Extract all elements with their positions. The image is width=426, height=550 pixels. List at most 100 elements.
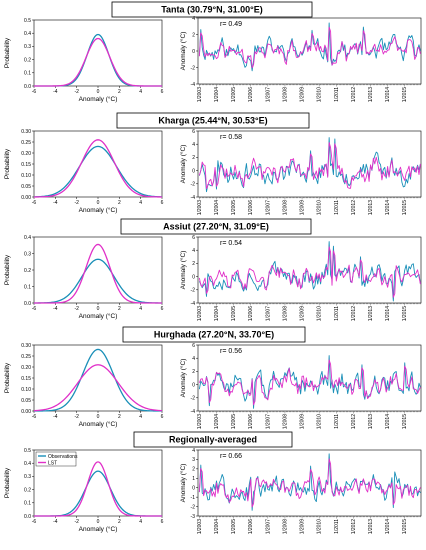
y-tick-label: 0.15 [21,162,31,168]
date-tick-label: 1/2005 [231,519,237,535]
x-tick-label: 6 [161,519,164,525]
date-tick-label: 1/2015 [402,519,408,535]
y-axis-label: Probability [4,37,11,68]
date-tick-label: 1/2010 [317,306,323,322]
x-tick-label: 0 [97,519,100,525]
y-tick-label: 0.1 [24,71,31,77]
y-tick-label: 0.2 [24,57,31,63]
pdf-curve-observations [34,470,162,517]
x-tick-label: 4 [139,414,142,420]
y-tick-label: 6 [192,343,195,349]
y-tick-label: -4 [191,195,196,201]
y-tick-label: 4 [192,142,195,148]
plot-frame [33,130,163,198]
x-tick-label: 4 [139,519,142,525]
date-tick-label: 1/2010 [317,200,323,216]
y-tick-label: 0.10 [21,387,31,393]
x-tick-label: -4 [53,200,58,206]
x-tick-label: -2 [74,306,79,312]
y-tick-label: 0.15 [21,376,31,382]
timeseries-panel-0: -4 -2 0 2 4 1/2003 1/2004 1/2005 1/2006 1/2007 1/2… [179,16,422,103]
y-tick-label: 0.3 [24,44,31,50]
x-axis-label: Anomaly (°C) [79,420,118,428]
pdf-curve-observations [34,348,162,412]
date-tick-label: 1/2007 [265,87,271,103]
y-tick-label: 0.3 [24,251,31,257]
timeseries-panel-4: -3 -2 -1 0 1 2 3 4 1/2003 1/2004 1/2005 1/2006 1/200… [179,448,422,535]
date-tick-label: 1/2012 [351,519,357,535]
date-tick-label: 1/2008 [282,519,288,535]
y-tick-label: 0.25 [21,140,31,146]
date-tick-label: 1/2006 [248,519,254,535]
y-tick-label: 0.2 [24,268,31,274]
date-tick-label: 1/2008 [282,414,288,430]
series-line-lst [198,142,421,189]
x-tick-label: 6 [161,306,164,312]
y-tick-label: 0.5 [24,18,31,24]
y-tick-label: 0 [192,49,195,55]
date-tick-label: 1/2003 [197,519,203,535]
y-tick-label: -4 [191,409,196,415]
panel-title: Hurghada (27.20°N, 33.70°E) [154,330,274,340]
y-tick-label: 0.20 [21,365,31,371]
date-tick-label: 1/2012 [351,200,357,216]
series-line-lst [198,359,421,406]
x-tick-label: -6 [32,519,37,525]
y-tick-label: 0.0 [24,514,31,520]
y-axis-label: Probability [4,362,11,393]
date-tick-label: 1/2005 [231,87,237,103]
y-tick-label: -2 [191,288,196,294]
y-tick-label: 0.30 [21,343,31,349]
y-tick-label: 0.0 [24,84,31,90]
x-tick-label: 0 [97,414,100,420]
date-tick-label: 1/2006 [248,87,254,103]
date-tick-label: 1/2007 [265,519,271,535]
panel-title-box [116,112,310,129]
date-tick-label: 1/2005 [231,414,237,430]
x-tick-label: -4 [53,519,58,525]
x-axis-label: Anomaly (°C) [79,312,118,320]
y-tick-label: 0.0 [24,301,31,307]
y-tick-label: -2 [191,65,196,71]
x-tick-label: -6 [32,306,37,312]
date-tick-label: 1/2006 [248,414,254,430]
x-tick-label: -4 [53,414,58,420]
x-tick-label: -6 [32,414,37,420]
pdf-curve-lst [34,37,162,87]
x-tick-label: 2 [118,200,121,206]
y-tick-label: 0.2 [24,487,31,493]
date-tick-label: 1/2009 [300,519,306,535]
y-tick-label: 0.05 [21,398,31,404]
x-tick-label: -2 [74,519,79,525]
date-tick-label: 1/2012 [351,306,357,322]
y-tick-label: -2 [191,504,196,510]
correlation-label: r= 0.58 [220,134,242,141]
x-tick-label: 2 [118,519,121,525]
y-tick-label: 6 [192,235,195,241]
date-tick-label: 1/2015 [402,87,408,103]
date-tick-label: 1/2004 [214,87,220,103]
date-tick-label: 1/2005 [231,306,237,322]
x-tick-label: -2 [74,200,79,206]
date-tick-label: 1/2014 [385,87,391,103]
x-tick-label: -2 [74,414,79,420]
pdf-panel-0: -6 -4 -2 0 2 4 6 0.0 0.1 0.2 0.3 0.4 0.5 Anomaly (°C)… [4,18,164,103]
x-tick-label: -4 [53,89,58,95]
date-tick-label: 1/2011 [334,519,340,534]
y-tick-label: 0.5 [24,448,31,454]
y-tick-label: 0.4 [24,31,31,37]
date-tick-label: 1/2013 [368,519,374,535]
date-tick-label: 1/2005 [231,200,237,216]
y-tick-label: 0 [192,486,195,492]
series-line-observations [198,22,421,72]
y-tick-label: -4 [191,82,196,88]
y-tick-label: 6 [192,129,195,135]
x-tick-label: 6 [161,200,164,206]
y-axis-label: Probability [4,148,11,179]
date-tick-label: 1/2011 [334,306,340,321]
y-axis-label: Probability [4,467,11,498]
y-tick-label: 2 [192,369,195,375]
y-tick-label: 0 [192,382,195,388]
y-tick-label: -1 [191,495,196,501]
y-tick-label: 2 [192,261,195,267]
